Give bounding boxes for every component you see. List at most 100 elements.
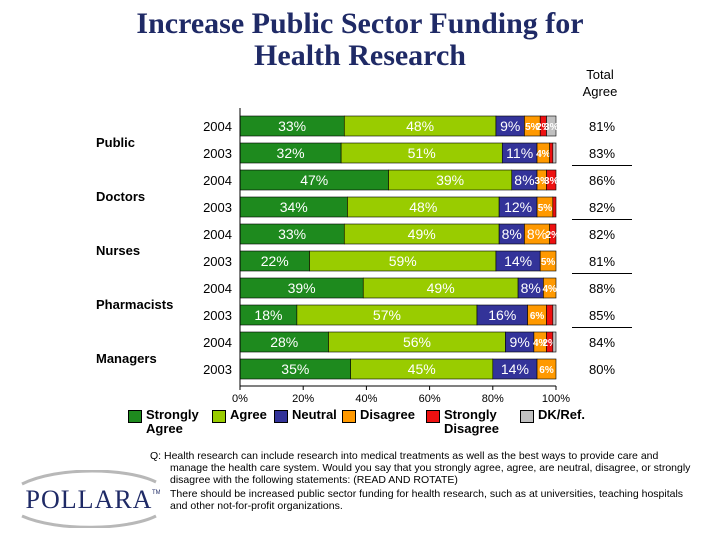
pollara-logo: POLLARA TM — [21, 470, 160, 528]
legend-label: Strongly Agree — [146, 407, 199, 436]
x-tick-label: 60% — [419, 393, 441, 405]
year-label: 2003 — [203, 362, 232, 377]
svg-text:POLLARA: POLLARA — [26, 485, 153, 514]
legend-label: Strongly Disagree — [444, 407, 499, 436]
legend-label: Agree — [230, 407, 267, 422]
bar-segment — [549, 223, 557, 245]
data-label: 6% — [530, 311, 545, 322]
bar-segment — [546, 115, 557, 137]
data-label: 9% — [510, 334, 530, 350]
x-tick-label: 0% — [232, 393, 248, 405]
year-label: 2003 — [203, 308, 232, 323]
bar-segment — [552, 304, 557, 326]
data-label: 28% — [270, 334, 298, 350]
bar-segment — [552, 196, 557, 218]
data-label: 57% — [373, 307, 401, 323]
bar-segment — [539, 250, 557, 272]
data-label: 49% — [427, 280, 455, 296]
data-label: 14% — [501, 361, 529, 377]
group-label: Pharmacists — [96, 297, 173, 312]
legend-label: Disagree — [360, 407, 415, 422]
legend: Strongly Agree Agree Neutral Disagree Strongl… — [128, 408, 598, 436]
x-tick-label: 40% — [355, 393, 377, 405]
data-label: 3% — [544, 176, 559, 187]
data-label: 48% — [409, 199, 437, 215]
total-agree-value: 84% — [589, 335, 615, 350]
total-agree-value: 82% — [589, 200, 615, 215]
x-tick-label: 80% — [482, 393, 504, 405]
data-label: 35% — [281, 361, 309, 377]
year-label: 2004 — [203, 119, 232, 134]
data-label: 3% — [544, 122, 559, 133]
data-label: 5% — [541, 257, 556, 268]
total-agree-header: Total Agree — [582, 67, 618, 99]
data-label: 5% — [525, 122, 540, 133]
data-label: 51% — [408, 145, 436, 161]
year-label: 2003 — [203, 200, 232, 215]
data-label: 11% — [506, 145, 533, 161]
data-label: 39% — [436, 172, 464, 188]
year-label: 2004 — [203, 281, 232, 296]
total-agree-value: 88% — [589, 281, 615, 296]
data-label: 8% — [527, 226, 547, 242]
data-label: 4% — [533, 338, 548, 349]
total-agree-value: 81% — [589, 254, 615, 269]
data-label: 2% — [542, 338, 557, 349]
svg-text:TM: TM — [152, 490, 160, 496]
data-label: 6% — [539, 365, 554, 376]
year-label: 2004 — [203, 173, 232, 188]
footnote-statement: There should be increased public sector … — [170, 488, 684, 512]
data-label: 8% — [521, 280, 541, 296]
total-agree-value: 82% — [589, 227, 615, 242]
data-label: 4% — [536, 149, 551, 160]
year-label: 2003 — [203, 254, 232, 269]
footnote-question: Q: Health research can include research … — [150, 450, 691, 486]
data-label: 8% — [502, 226, 522, 242]
legend-swatch — [426, 410, 440, 423]
bar-segment — [536, 358, 557, 380]
data-label: 59% — [389, 253, 417, 269]
data-label: 8% — [514, 172, 534, 188]
data-label: 33% — [278, 226, 306, 242]
bar-segment — [552, 331, 557, 353]
bar-segment — [543, 277, 557, 299]
data-label: 39% — [288, 280, 316, 296]
bar-segment — [549, 142, 554, 164]
bar-segment — [546, 304, 554, 326]
data-label: 16% — [488, 307, 516, 323]
total-agree-value: 85% — [589, 308, 615, 323]
x-tick-label: 100% — [542, 393, 570, 405]
total-agree-value: 81% — [589, 119, 615, 134]
chart-title: Increase Public Sector Funding for Healt… — [136, 7, 584, 72]
year-label: 2004 — [203, 227, 232, 242]
data-label: 2% — [536, 122, 551, 133]
data-label: 3% — [535, 176, 550, 187]
total-agree-value: 80% — [589, 362, 615, 377]
legend-swatch — [128, 410, 142, 423]
legend-swatch — [274, 410, 288, 423]
data-label: 4% — [542, 284, 557, 295]
data-label: 48% — [406, 118, 434, 134]
footnote: Q: Health research can include research … — [150, 450, 698, 512]
data-label: 34% — [280, 199, 308, 215]
legend-swatch — [520, 410, 534, 423]
year-label: 2004 — [203, 335, 232, 350]
total-agree-value: 83% — [589, 146, 615, 161]
data-label: 12% — [504, 199, 532, 215]
group-label: Managers — [96, 351, 157, 366]
data-label: 14% — [504, 253, 532, 269]
total-agree-value: 86% — [589, 173, 615, 188]
legend-swatch — [342, 410, 356, 423]
data-label: 22% — [261, 253, 289, 269]
year-label: 2003 — [203, 146, 232, 161]
data-label: 33% — [278, 118, 306, 134]
data-label: 9% — [500, 118, 520, 134]
x-tick-label: 20% — [292, 393, 314, 405]
legend-label: DK/Ref. — [538, 407, 585, 422]
data-label: 47% — [300, 172, 328, 188]
data-label: 56% — [403, 334, 431, 350]
bar-segment — [552, 142, 557, 164]
data-label: 18% — [254, 307, 282, 323]
group-label: Doctors — [96, 189, 145, 204]
group-label: Nurses — [96, 243, 140, 258]
